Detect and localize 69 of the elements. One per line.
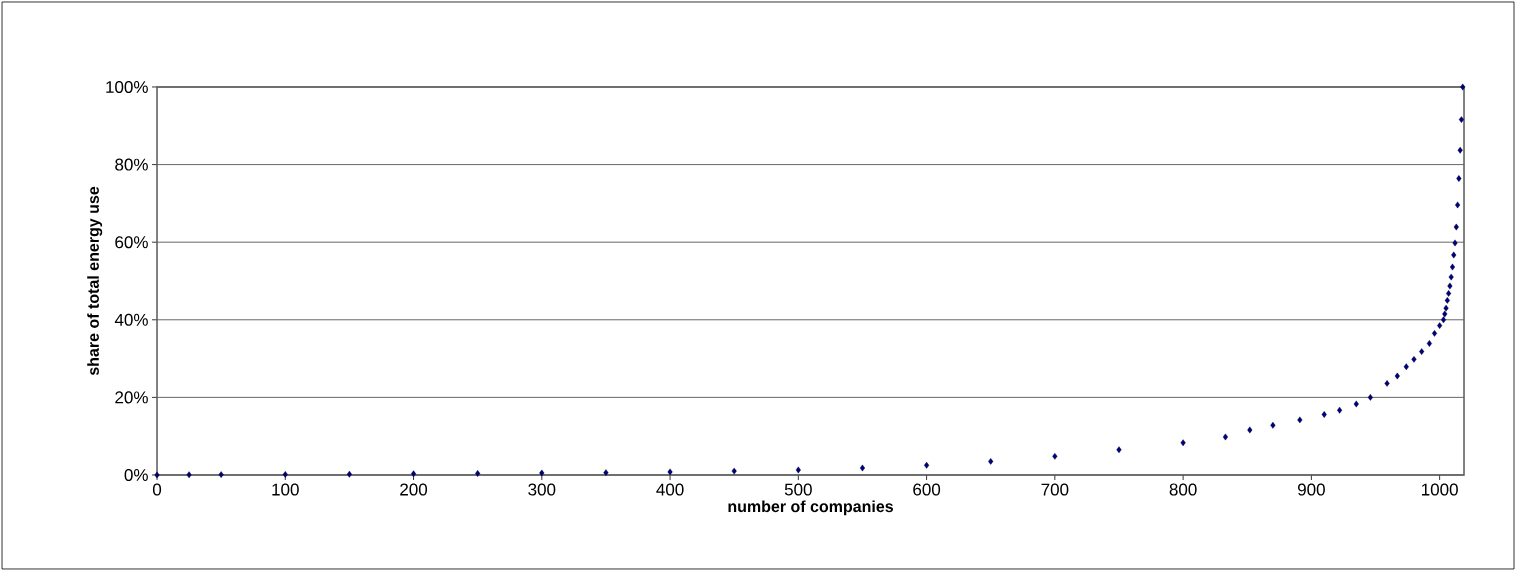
point — [1384, 380, 1390, 387]
point — [1222, 433, 1228, 441]
point — [1457, 146, 1463, 154]
y-tick-label: 20% — [115, 391, 148, 404]
point — [346, 470, 352, 478]
point — [1453, 223, 1459, 231]
y-axis-title: share of total energy use — [87, 186, 103, 376]
point — [1460, 83, 1466, 91]
point — [475, 470, 481, 477]
point — [795, 466, 801, 474]
point — [988, 458, 994, 465]
point — [1321, 411, 1327, 418]
x-tick-label: 300 — [528, 483, 556, 496]
point — [667, 468, 673, 476]
y-tick-label: 100% — [106, 80, 148, 94]
point — [186, 471, 192, 479]
point — [1353, 400, 1359, 408]
point — [1431, 330, 1438, 337]
point — [282, 471, 288, 478]
point — [1437, 322, 1443, 329]
point — [1456, 175, 1462, 182]
x-tick-label: 700 — [1041, 483, 1069, 496]
y-tick-label: 0% — [124, 468, 148, 482]
x-tick-label: 200 — [400, 483, 428, 496]
point — [1452, 239, 1458, 247]
point — [1446, 290, 1452, 297]
point — [1426, 340, 1432, 347]
point — [1442, 310, 1448, 318]
point — [1052, 453, 1058, 460]
point — [410, 470, 417, 478]
point — [924, 461, 930, 469]
point — [1451, 251, 1457, 259]
y-tick-label: 40% — [114, 313, 148, 326]
point — [1297, 416, 1303, 424]
point — [1116, 446, 1122, 454]
x-tick-label: 800 — [1169, 483, 1197, 496]
point — [539, 469, 545, 477]
x-tick-label: 600 — [913, 483, 941, 496]
point — [1180, 439, 1186, 447]
x-tick-label: 0 — [152, 483, 162, 496]
point — [218, 471, 224, 478]
point — [1367, 394, 1373, 401]
point — [1247, 426, 1253, 434]
point — [731, 467, 737, 475]
point — [1443, 304, 1449, 312]
point — [1447, 282, 1453, 290]
point — [1394, 372, 1400, 380]
point — [1458, 116, 1464, 123]
point — [1444, 297, 1450, 304]
x-axis-title: number of companies — [728, 500, 893, 516]
point — [1419, 348, 1425, 355]
point — [1337, 406, 1343, 414]
point — [1270, 421, 1276, 429]
x-tick-label: 500 — [784, 483, 812, 496]
point — [1455, 201, 1461, 209]
x-tick-label: 1000 — [1422, 483, 1458, 496]
point — [1411, 356, 1417, 363]
x-tick-label: 100 — [272, 483, 299, 496]
x-tick-label: 400 — [656, 483, 684, 496]
point — [603, 469, 609, 477]
x-tick-label: 900 — [1297, 483, 1325, 496]
y-tick-label: 80% — [115, 158, 148, 171]
point — [154, 471, 160, 479]
point — [1449, 263, 1456, 271]
point — [1403, 363, 1409, 371]
y-tick-label: 60% — [115, 236, 148, 249]
point — [1440, 316, 1447, 324]
point — [1448, 273, 1454, 281]
point — [859, 464, 866, 472]
